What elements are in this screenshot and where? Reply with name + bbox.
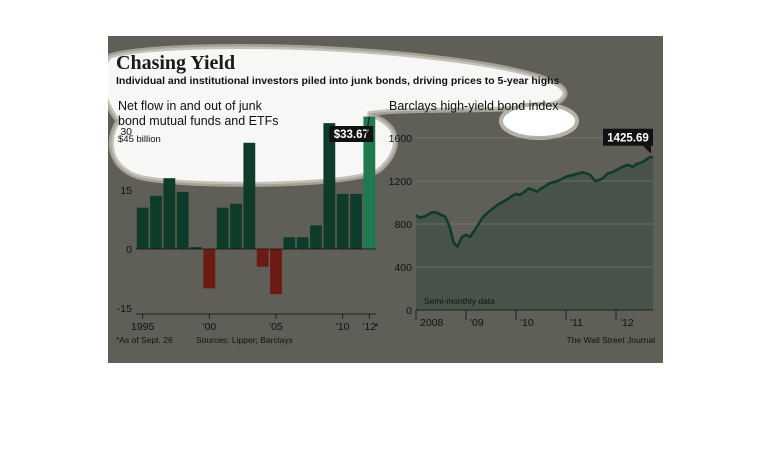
index-callout-pointer [643, 145, 651, 154]
bar-1998 [176, 191, 189, 249]
headline-title: Chasing Yield [116, 52, 235, 74]
bar-2009 [323, 123, 336, 249]
bar-2011 [350, 193, 362, 249]
index-line [415, 155, 654, 248]
bar-callout-leader [364, 116, 370, 143]
bar-2005 [270, 249, 282, 295]
highlight-blob [108, 46, 565, 185]
bar-callout-value: $33.67 [334, 129, 369, 141]
x-tick-label: '09 [470, 317, 484, 329]
bar-2002 [230, 203, 242, 249]
bar-callout-box [329, 126, 374, 142]
footnote: *As of Sept. 26 [116, 335, 173, 345]
bar-2010 [336, 193, 349, 249]
bar-1995 [136, 207, 149, 249]
y-tick-label: 30 [120, 126, 132, 138]
x-tick-label: 2008 [420, 317, 444, 329]
y-tick-label: -15 [117, 303, 132, 315]
x-tick-label: '11 [570, 317, 583, 329]
bar-2004 [256, 249, 269, 267]
bar-2001 [216, 207, 229, 249]
index-area-chart: 0 400 800 1200 1600 2008 '09 '10 '11 '12 Semi-mont… [389, 128, 654, 329]
y-tick-label: 15 [120, 185, 132, 197]
y-tick-label: 1600 [389, 133, 413, 145]
y-tick-label: 0 [126, 244, 132, 256]
bar-callout-asterisk: * [374, 321, 378, 333]
y-tick-label: 800 [394, 219, 412, 231]
headline-subtitle: Individual and institutional investors p… [116, 75, 560, 87]
right-chart-title: Barclays high-yield bond index [389, 99, 559, 113]
bar-1999 [190, 247, 202, 249]
x-tick-label: '00 [202, 321, 216, 333]
index-callout-value: 1425.69 [607, 133, 649, 145]
sources: Sources: Lipper; Barclays [196, 335, 293, 345]
bar-2003 [243, 142, 256, 249]
left-chart-unit-label: $45 billion [118, 134, 161, 145]
index-area-fill [416, 156, 653, 310]
bar-1997 [163, 178, 176, 249]
left-chart-title-line1: Net flow in and out of junk [118, 99, 263, 113]
y-tick-label: 1200 [389, 176, 413, 188]
bar-2007 [296, 237, 309, 249]
x-tick-label: '05 [269, 321, 283, 333]
y-tick-label: 400 [394, 262, 412, 274]
x-tick-label: '10 [520, 317, 534, 329]
y-tick-label: 0 [406, 305, 412, 317]
index-callout-box [603, 128, 653, 146]
x-tick-label: 1995 [131, 321, 155, 333]
highlight-blob-ring [108, 44, 568, 187]
x-tick-label: '12 [362, 321, 376, 333]
credit: The Wall Street Journal [567, 335, 656, 345]
x-tick-label: '10 [336, 321, 350, 333]
bar-1996 [150, 195, 162, 249]
flow-bar-chart: -15 0 15 30 1995 '00 '05 '10 '12 $33.67 * [117, 116, 378, 333]
semi-monthly-annotation: Semi-monthly data [424, 296, 495, 306]
chart-panel: Chasing Yield Individual and institution… [108, 36, 663, 363]
left-chart-title-line2: bond mutual funds and ETFs [118, 114, 279, 128]
x-tick-label: '12 [620, 317, 634, 329]
bar-2012 [363, 116, 376, 249]
bar-2000 [203, 249, 216, 289]
bar-2008 [310, 225, 322, 249]
bar-2006 [283, 237, 296, 249]
chart-canvas: Chasing Yield Individual and institution… [108, 44, 656, 345]
